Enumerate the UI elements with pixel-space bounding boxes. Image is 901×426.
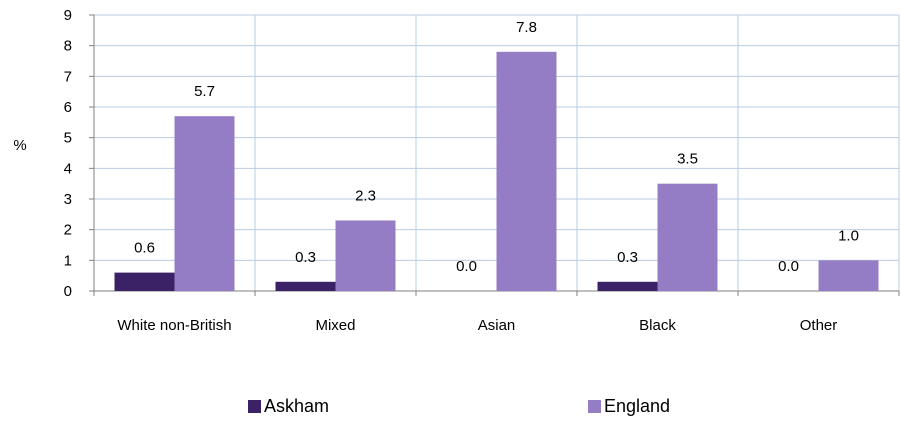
y-tick-label-9: 9 [64,7,72,24]
data-label-england-mixed: 2.3 [355,187,376,204]
data-label-askham-other: 0.0 [778,258,799,275]
legend-item-askham: Askham [248,396,329,417]
data-label-askham-black: 0.3 [617,249,638,266]
data-label-england-white-non-british: 5.7 [194,83,215,100]
bars [114,51,879,291]
y-tick-label-2: 2 [64,222,72,239]
x-tick-label-mixed: Mixed [315,317,355,334]
y-tick-label-4: 4 [64,160,72,177]
data-label-askham-white-non-british: 0.6 [134,240,155,257]
data-label-askham-asian: 0.0 [456,258,477,275]
x-tick-label-white-non-british: White non-British [117,317,231,334]
y-tick-label-0: 0 [64,283,72,300]
legend-swatch-askham [248,400,261,413]
bar-england-black [657,183,718,291]
y-tick-label-8: 8 [64,38,72,55]
bar-askham-white-non-british [114,272,175,291]
legend: Askham England [0,396,901,422]
x-tick-label-black: Black [639,317,676,334]
legend-label-askham: Askham [264,396,330,416]
y-tick-label-5: 5 [64,130,72,147]
x-tick-label-asian: Asian [478,317,516,334]
y-tick-label-3: 3 [64,191,72,208]
y-axis-label: % [13,137,26,154]
axes: 0 1 2 3 4 5 6 7 8 9 White non-British Mixed Asian Bla… [64,7,900,334]
y-tick-label-7: 7 [64,68,72,85]
data-label-askham-mixed: 0.3 [295,249,316,266]
legend-label-england: England [604,396,671,416]
data-label-england-asian: 7.8 [516,19,537,36]
bar-england-white-non-british [174,116,235,291]
bar-england-asian [496,51,557,291]
bar-askham-black [597,281,658,291]
legend-swatch-england [588,400,601,413]
data-labels: 0.6 5.7 0.3 2.3 0.0 7.8 0.3 3.5 0.0 1.0 [134,19,859,275]
bar-askham-mixed [275,281,336,291]
legend-item-england: England [588,396,670,417]
bar-england-other [818,260,879,291]
bar-england-mixed [335,220,396,291]
data-label-england-black: 3.5 [677,151,698,168]
y-tick-label-1: 1 [64,252,72,269]
y-tick-label-6: 6 [64,99,72,116]
data-label-england-other: 1.0 [838,227,859,244]
x-tick-label-other: Other [800,317,838,334]
